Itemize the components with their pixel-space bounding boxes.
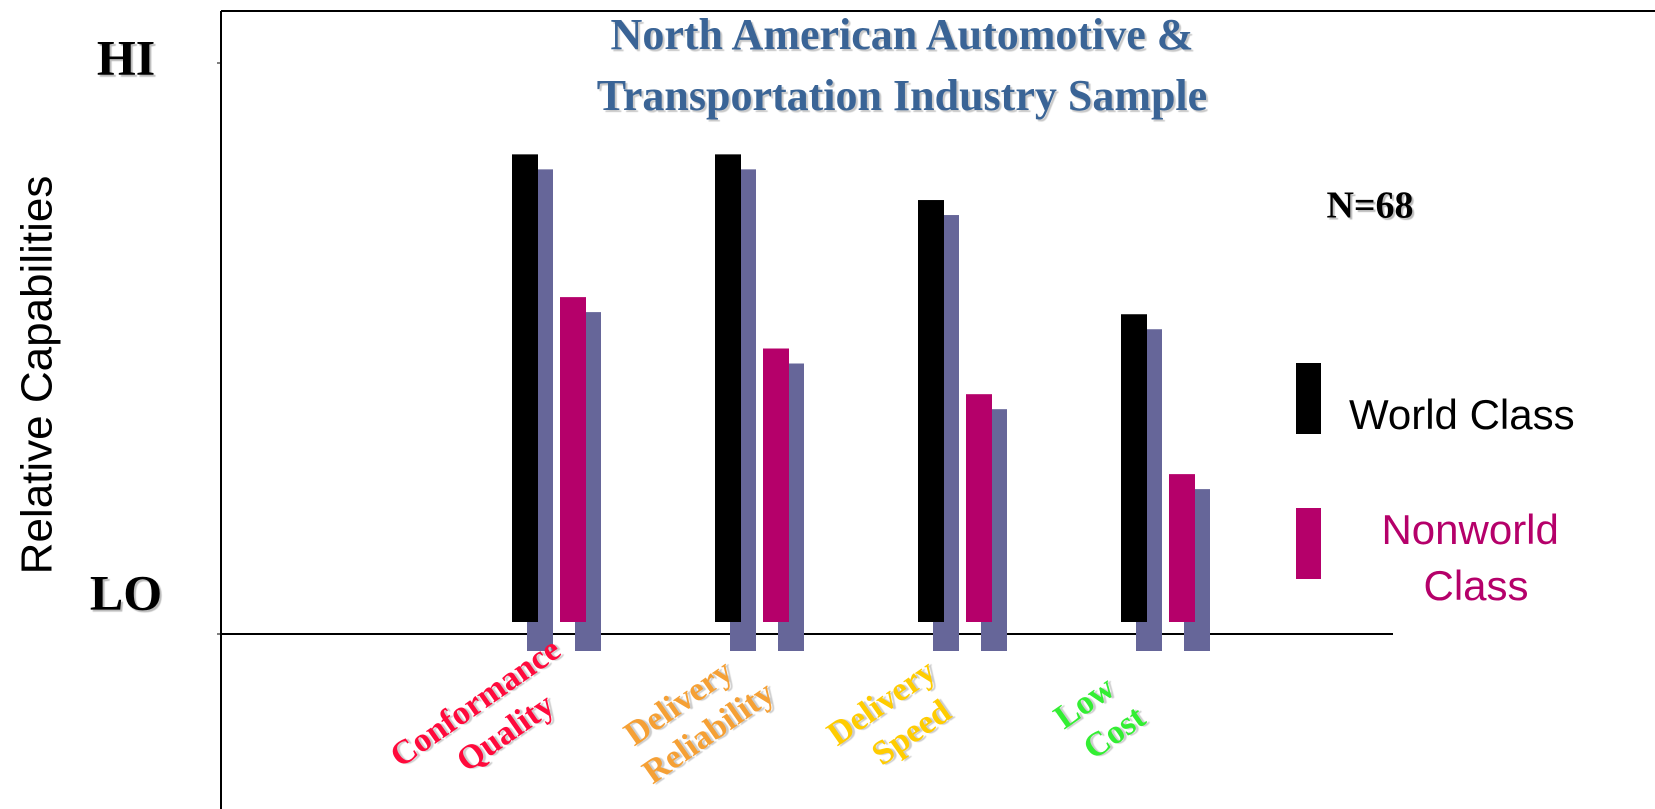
bar: [763, 348, 789, 622]
chart-title: Transportation Industry Sample: [597, 71, 1207, 120]
bar: [560, 297, 586, 622]
legend-label-line: Nonworld: [1381, 506, 1570, 553]
y-tick-label: LO: [90, 564, 162, 620]
bar: [918, 200, 944, 623]
legend-swatch: [1296, 363, 1321, 434]
legend-label: Nonworld Class: [1381, 506, 1570, 609]
bar: [512, 154, 538, 623]
chart-title: North American Automotive &: [611, 10, 1194, 59]
annotation: N=68: [1326, 185, 1413, 227]
bar: [715, 154, 741, 623]
legend-swatch: [1296, 508, 1321, 579]
bar: [1169, 474, 1195, 622]
bar: [966, 394, 992, 622]
y-tick-label: HI: [97, 29, 155, 85]
legend-label: World Class: [1349, 391, 1575, 438]
y-axis-label: Relative Capabilities: [13, 176, 62, 575]
bar: [1121, 314, 1147, 622]
legend-label-line: Class: [1423, 562, 1528, 609]
